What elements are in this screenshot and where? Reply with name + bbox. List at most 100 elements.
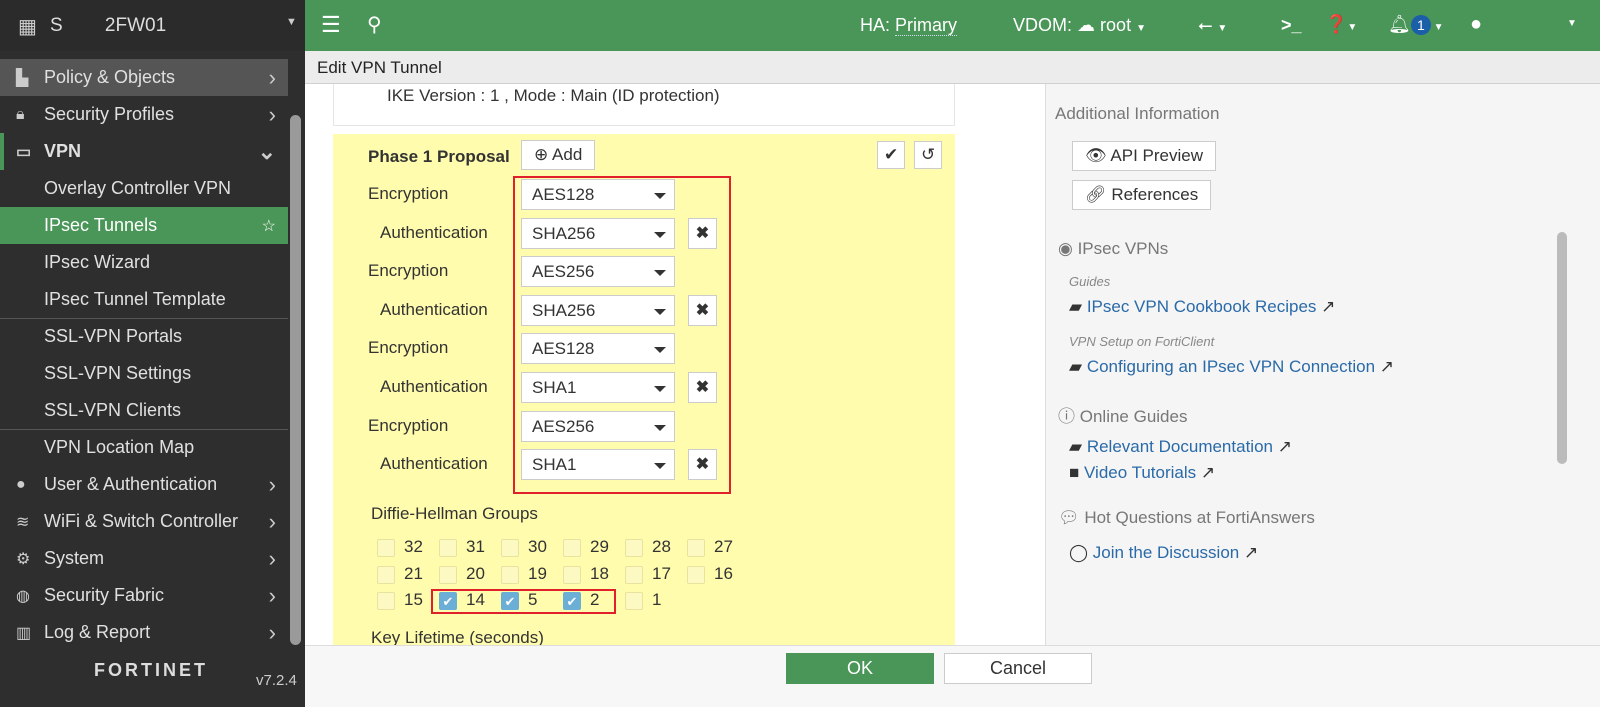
sidebar-item-label: Overlay Controller VPN <box>44 178 232 198</box>
dh-group-label: 32 <box>404 537 423 556</box>
device-selector[interactable]: ▦ S 2FW01 ▼ <box>0 0 305 51</box>
dh-group-checkbox[interactable] <box>439 539 457 557</box>
sidebar-item-ssl-vpn-portals[interactable]: SSL-VPN Portals <box>0 318 288 355</box>
cookbook-link[interactable]: ▰ IPsec VPN Cookbook Recipes ↗ <box>1069 297 1336 316</box>
sidebar-item-ssl-vpn-clients[interactable]: SSL-VPN Clients <box>0 392 288 429</box>
help-icon[interactable]: ❓▼ <box>1325 14 1358 34</box>
dh-group-checkbox[interactable] <box>377 539 395 557</box>
apply-button[interactable]: ✔ <box>877 141 906 169</box>
sidebar-item-system[interactable]: ⚙ System › <box>0 540 288 577</box>
dh-group-checkbox[interactable] <box>625 565 643 584</box>
encryption-label: Encryption <box>368 415 449 435</box>
encryption-label: Encryption <box>368 338 449 358</box>
sidebar-item-ipsec-wizard[interactable]: IPsec Wizard <box>0 244 288 281</box>
sidebar-item-label: SSL-VPN Settings <box>44 363 192 383</box>
sidebar-item-log-report[interactable]: ▥ Log & Report › <box>0 614 288 651</box>
sidebar-item-overlay-controller-vpn[interactable]: Overlay Controller VPN <box>0 170 288 207</box>
page-title: Edit VPN Tunnel <box>305 51 1600 84</box>
dh-group-checkbox[interactable] <box>563 565 581 584</box>
user-avatar-icon[interactable]: ● <box>1470 13 1483 35</box>
dh-group-label: 28 <box>652 537 671 556</box>
search-icon[interactable]: ⚲ <box>367 14 382 36</box>
comments-icon: 💬︎ <box>1058 508 1080 527</box>
favorite-star-icon[interactable]: ☆ <box>261 217 276 235</box>
usb-icon[interactable]: ⭠ ▼ <box>1198 15 1228 35</box>
sidebar-item-label: Policy & Objects <box>44 67 176 87</box>
dh-group-checkbox[interactable] <box>563 539 581 557</box>
video-tutorials-link[interactable]: ■ Video Tutorials ↗ <box>1069 463 1216 482</box>
user-menu-chevron-icon[interactable]: ▼ <box>1567 18 1577 29</box>
sidebar-item-ssl-vpn-settings[interactable]: SSL-VPN Settings <box>0 355 288 392</box>
dh-group-checkbox[interactable] <box>377 565 395 584</box>
authentication-select[interactable]: SHA1 <box>521 449 675 481</box>
vdom-value: root <box>1100 15 1132 35</box>
sidebar-item-wifi-switch-controller[interactable]: ≋ WiFi & Switch Controller › <box>0 503 288 540</box>
ok-button[interactable]: OK <box>786 653 934 684</box>
cli-console-icon[interactable]: >_ <box>1281 15 1302 35</box>
sidebar-item-security-profiles[interactable]: 🔒︎ Security Profiles › <box>0 96 288 133</box>
menu-icon[interactable]: ☰ <box>321 12 341 37</box>
dh-group-label: 27 <box>714 537 733 556</box>
dh-group-checkbox[interactable] <box>501 539 519 557</box>
sidebar-item-security-fabric[interactable]: ◍ Security Fabric › <box>0 577 288 614</box>
encryption-select[interactable]: AES128 <box>521 179 675 210</box>
video-icon: ■ <box>1069 463 1080 482</box>
dh-group-checkbox[interactable] <box>687 565 705 584</box>
sidebar-scrollbar[interactable] <box>290 115 301 645</box>
dh-group-label: 15 <box>404 590 423 609</box>
references-button[interactable]: 🔗︎ References <box>1072 180 1212 210</box>
revert-button[interactable]: ↺ <box>914 141 943 169</box>
sidebar-item-label: System <box>44 548 105 568</box>
vdom-selector[interactable]: VDOM: ☁ root ▼ <box>1013 15 1146 35</box>
book-icon: ▰ <box>1069 357 1083 376</box>
ipsec-vpns-section: ◉ IPsec VPNs <box>1058 239 1169 258</box>
authentication-select[interactable]: SHA1 <box>521 372 675 403</box>
hot-questions-section: 💬︎ Hot Questions at FortiAnswers <box>1058 508 1315 527</box>
sidebar-item-ipsec-tunnels[interactable]: IPsec Tunnels ☆ <box>0 207 288 244</box>
dh-group-checkbox[interactable]: ✔ <box>563 592 581 610</box>
relevant-docs-link[interactable]: ▰ Relevant Documentation ↗ <box>1069 437 1292 456</box>
vpn-icon: ◉ <box>1058 239 1073 258</box>
join-discussion-link[interactable]: ◯ Join the Discussion ↗ <box>1069 543 1259 562</box>
fabric-icon: ◍ <box>16 587 30 605</box>
dh-group-checkbox[interactable] <box>439 565 457 584</box>
encryption-select[interactable]: AES128 <box>521 333 675 365</box>
encryption-select[interactable]: AES256 <box>521 256 675 288</box>
dh-group-checkbox[interactable]: ✔ <box>501 592 519 610</box>
configuring-link[interactable]: ▰ Configuring an IPsec VPN Connection ↗ <box>1069 357 1395 376</box>
remove-proposal-button[interactable]: ✖ <box>688 372 717 403</box>
encryption-select[interactable]: AES256 <box>521 410 675 442</box>
encryption-label: Encryption <box>368 184 449 203</box>
remove-proposal-button[interactable]: ✖ <box>688 449 717 481</box>
dh-group-label: 5 <box>528 590 538 609</box>
authentication-label: Authentication <box>380 377 488 396</box>
cancel-button[interactable]: Cancel <box>944 653 1092 684</box>
add-proposal-button[interactable]: ⊕ Add <box>521 140 596 170</box>
dh-group-checkbox[interactable]: ✔ <box>439 592 457 610</box>
remove-proposal-button[interactable]: ✖ <box>688 294 717 326</box>
sidebar-item-policy-objects[interactable]: ▙ Policy & Objects › <box>0 59 288 96</box>
dh-group-checkbox[interactable] <box>625 592 643 610</box>
sidebar-item-vpn[interactable]: ▭ VPN ⌄ <box>0 133 288 170</box>
sidebar-item-ipsec-tunnel-template[interactable]: IPsec Tunnel Template <box>0 281 288 318</box>
sidebar-item-vpn-location-map[interactable]: VPN Location Map <box>0 429 288 466</box>
sidebar-item-label: User & Authentication <box>44 474 218 494</box>
dh-group-checkbox[interactable] <box>377 592 395 610</box>
external-link-icon: ↗ <box>1243 543 1259 562</box>
link-icon: 🔗︎ <box>1085 185 1107 204</box>
sidebar-item-label: IPsec Tunnel Template <box>44 289 226 309</box>
dh-group-checkbox[interactable] <box>687 539 705 557</box>
authentication-select[interactable]: SHA256 <box>521 294 675 326</box>
authentication-select[interactable]: SHA256 <box>521 217 675 249</box>
dh-group-checkbox[interactable] <box>501 565 519 584</box>
notifications-icon[interactable]: 🔔︎ 1 ▼ <box>1388 14 1444 35</box>
sidebar-item-label: SSL-VPN Portals <box>44 326 183 346</box>
sidebar-item-label: IPsec Wizard <box>44 252 151 272</box>
sidebar-item-user-authentication[interactable]: ● User & Authentication › <box>0 466 288 503</box>
remove-proposal-button[interactable]: ✖ <box>688 217 717 249</box>
ha-status[interactable]: HA: Primary <box>860 15 958 36</box>
version: v7.2.4 <box>256 672 297 689</box>
info-scrollbar[interactable] <box>1557 232 1567 464</box>
api-preview-button[interactable]: 👁︎ API Preview <box>1072 141 1216 171</box>
dh-group-checkbox[interactable] <box>625 539 643 557</box>
